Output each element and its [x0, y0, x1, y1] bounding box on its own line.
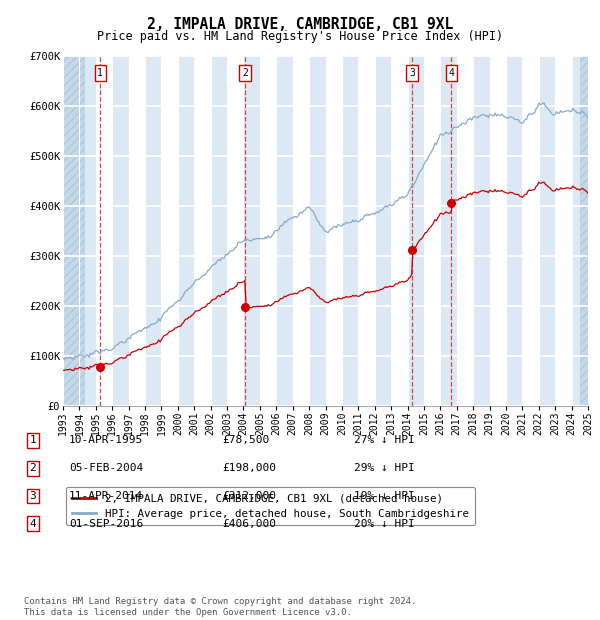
Text: 01-SEP-2016: 01-SEP-2016	[69, 519, 143, 529]
Text: 2: 2	[242, 68, 248, 78]
Text: 1: 1	[97, 68, 103, 78]
Bar	[473, 56, 490, 406]
Bar	[309, 56, 325, 406]
Bar	[523, 56, 539, 406]
Text: 10-APR-1995: 10-APR-1995	[69, 435, 143, 445]
Text: 29% ↓ HPI: 29% ↓ HPI	[354, 463, 415, 473]
Bar	[227, 56, 244, 406]
Bar	[128, 56, 145, 406]
Bar	[161, 56, 178, 406]
Bar	[244, 56, 260, 406]
Bar	[407, 56, 424, 406]
Bar	[580, 56, 588, 406]
Bar	[572, 56, 588, 406]
Bar	[588, 56, 600, 406]
Text: 11-APR-2014: 11-APR-2014	[69, 491, 143, 501]
Bar	[96, 56, 112, 406]
Text: 20% ↓ HPI: 20% ↓ HPI	[354, 519, 415, 529]
Bar	[440, 56, 457, 406]
Text: 19% ↓ HPI: 19% ↓ HPI	[354, 491, 415, 501]
Text: 4: 4	[448, 68, 454, 78]
Bar	[490, 56, 506, 406]
Legend: 2, IMPALA DRIVE, CAMBRIDGE, CB1 9XL (detached house), HPI: Average price, detach: 2, IMPALA DRIVE, CAMBRIDGE, CB1 9XL (det…	[66, 487, 475, 525]
Text: £78,500: £78,500	[222, 435, 269, 445]
Text: 2, IMPALA DRIVE, CAMBRIDGE, CB1 9XL: 2, IMPALA DRIVE, CAMBRIDGE, CB1 9XL	[147, 17, 453, 32]
Bar	[211, 56, 227, 406]
Bar	[145, 56, 161, 406]
Text: 1: 1	[29, 435, 37, 445]
Bar	[555, 56, 572, 406]
Bar	[178, 56, 194, 406]
Text: Price paid vs. HM Land Registry's House Price Index (HPI): Price paid vs. HM Land Registry's House …	[97, 30, 503, 43]
Bar	[63, 56, 83, 406]
Text: 05-FEB-2004: 05-FEB-2004	[69, 463, 143, 473]
Bar	[194, 56, 211, 406]
Bar	[325, 56, 342, 406]
Text: 4: 4	[29, 519, 37, 529]
Text: £312,000: £312,000	[222, 491, 276, 501]
Text: 2: 2	[29, 463, 37, 473]
Bar	[457, 56, 473, 406]
Bar	[112, 56, 128, 406]
Bar	[539, 56, 555, 406]
Bar	[375, 56, 391, 406]
Text: £198,000: £198,000	[222, 463, 276, 473]
Bar	[276, 56, 293, 406]
Bar	[293, 56, 309, 406]
Bar	[342, 56, 358, 406]
Text: 3: 3	[409, 68, 415, 78]
Text: 27% ↓ HPI: 27% ↓ HPI	[354, 435, 415, 445]
Text: £406,000: £406,000	[222, 519, 276, 529]
Bar	[358, 56, 375, 406]
Bar	[506, 56, 523, 406]
Text: Contains HM Land Registry data © Crown copyright and database right 2024.
This d: Contains HM Land Registry data © Crown c…	[24, 598, 416, 617]
Bar	[260, 56, 276, 406]
Text: 3: 3	[29, 491, 37, 501]
Bar	[391, 56, 407, 406]
Bar	[63, 56, 79, 406]
Bar	[79, 56, 96, 406]
Bar	[424, 56, 440, 406]
